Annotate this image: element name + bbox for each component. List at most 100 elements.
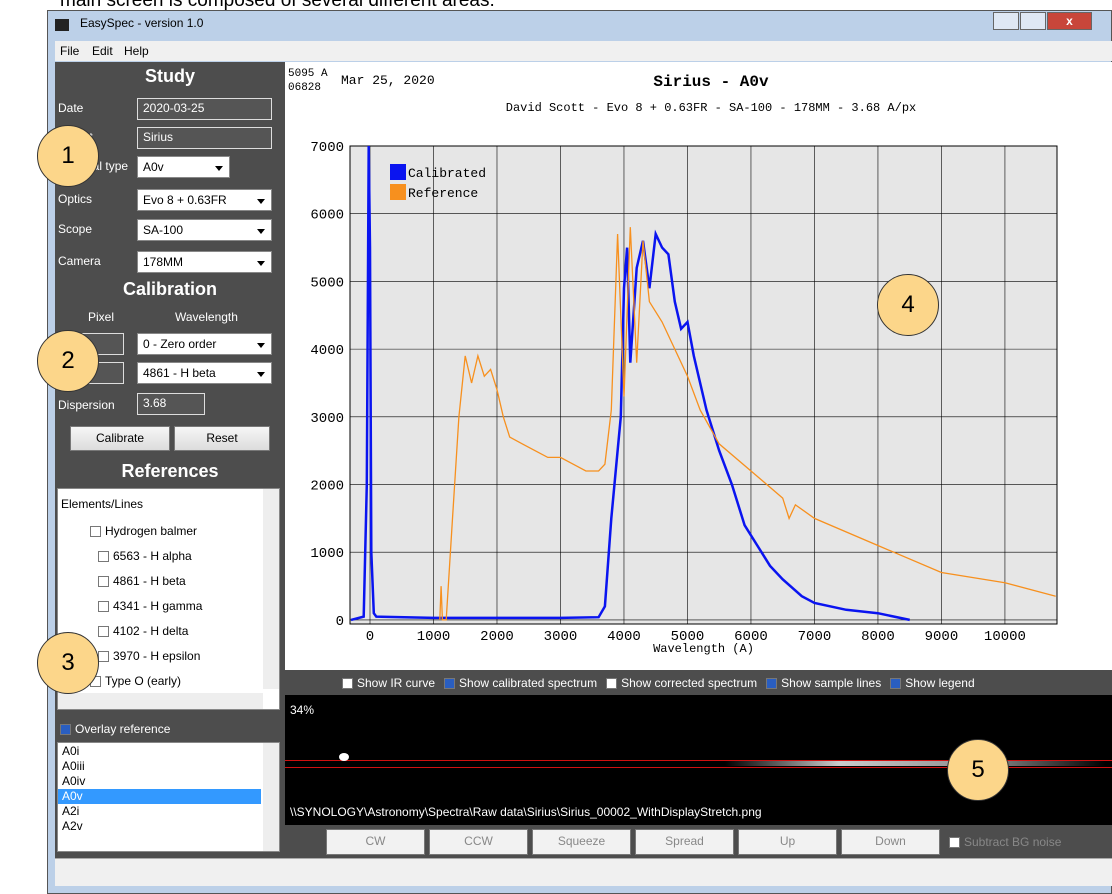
tree-item[interactable]: 4341 - H gamma [98,599,202,613]
callout: 5 [947,739,1009,801]
x-tick-label: 3000 [544,629,578,645]
button[interactable]: Squeeze [532,829,631,855]
checkbox[interactable] [98,626,109,637]
tree-item[interactable]: Hydrogen balmer [90,524,197,538]
checkbox[interactable] [949,837,960,848]
checkbox[interactable] [98,576,109,587]
dropdown[interactable]: Evo 8 + 0.63FR [137,189,272,211]
list-item[interactable]: A2i [58,804,261,819]
status-bar [55,858,1112,886]
text-field[interactable]: 2020-03-25 [137,98,272,120]
spectrum-streak [725,761,1105,766]
list-item[interactable]: A0iii [58,759,261,774]
x-tick-label: 10000 [984,629,1026,645]
list-item[interactable]: A0iv [58,774,261,789]
tree-header: Elements/Lines [61,497,143,511]
checkbox[interactable] [606,678,617,689]
button[interactable]: Spread [635,829,734,855]
field-label: Optics [58,192,92,206]
y-tick-label: 0 [336,614,344,630]
menu-item[interactable]: Help [124,44,149,58]
callout: 3 [37,632,99,694]
page: main screen is composed of several diffe… [0,0,1112,894]
column-label: Pixel [88,310,114,324]
list-item[interactable]: A2v [58,819,261,834]
checkbox[interactable] [60,724,71,735]
list-item[interactable]: A0i [58,744,261,759]
tree-item[interactable]: 6563 - H alpha [98,549,192,563]
info-line: 5095 A [288,68,328,80]
x-tick-label: 9000 [925,629,959,645]
button[interactable]: Up [738,829,837,855]
tree-item[interactable]: 4102 - H delta [98,624,188,638]
checkbox[interactable] [90,526,101,537]
option[interactable]: Show sample lines [766,676,881,690]
option-label: Show sample lines [781,676,881,690]
chart-subtitle: David Scott - Evo 8 + 0.63FR - SA-100 - … [506,101,916,115]
option-label: Show IR curve [357,676,435,690]
legend-swatch [390,164,406,180]
option[interactable]: Show legend [890,676,974,690]
section-heading: Calibration [55,279,285,300]
callout: 2 [37,330,99,392]
button[interactable]: Calibrate [70,426,170,451]
tree-label: 4861 - H beta [113,574,186,588]
y-tick-label: 6000 [310,208,344,224]
tree-item[interactable]: 3970 - H epsilon [98,649,200,663]
option[interactable]: Show calibrated spectrum [444,676,597,690]
maximize-button[interactable] [1020,12,1046,30]
checkbox[interactable] [890,678,901,689]
y-tick-label: 4000 [310,343,344,359]
dropdown[interactable]: 4861 - H beta [137,362,272,384]
checkbox[interactable] [98,551,109,562]
button[interactable]: Down [841,829,940,855]
info-line: 06828 [288,82,321,94]
tree-item[interactable]: 4861 - H beta [98,574,186,588]
button[interactable]: CW [326,829,425,855]
app-icon [55,19,69,31]
checkbox[interactable] [98,601,109,612]
scrollbar[interactable] [263,743,279,851]
list-item[interactable]: A0v [58,789,261,804]
y-tick-label: 3000 [310,411,344,427]
checkbox[interactable] [444,678,455,689]
checkbox[interactable] [342,678,353,689]
button[interactable]: Reset [174,426,270,451]
overlay-checkbox[interactable]: Overlay reference [60,722,170,736]
y-tick-label: 7000 [310,140,344,156]
field-label: Date [58,101,83,115]
option-label: Show legend [905,676,974,690]
minimize-button[interactable] [993,12,1019,30]
text-field[interactable]: 3.68 [137,393,205,415]
x-axis-label: Wavelength (A) [653,642,754,656]
dropdown[interactable]: 178MM [137,251,272,273]
menu-item[interactable]: Edit [92,44,113,58]
checkbox[interactable] [98,651,109,662]
option-label: Show corrected spectrum [621,676,757,690]
legend-label: Reference [408,186,478,201]
button[interactable]: CCW [429,829,528,855]
scrollbar[interactable] [263,489,279,689]
option[interactable]: Show corrected spectrum [606,676,757,690]
close-button[interactable]: x [1047,12,1092,30]
menu-bar [55,41,1112,61]
checkbox[interactable] [766,678,777,689]
x-tick-label: 4000 [607,629,641,645]
menu-item[interactable]: File [60,44,79,58]
subtract-checkbox[interactable]: Subtract BG noise [949,835,1061,849]
tree-item[interactable]: Type O (early) [90,674,181,688]
checkbox-label: Subtract BG noise [964,835,1061,849]
file-path: \\SYNOLOGY\Astronomy\Spectra\Raw data\Si… [290,805,762,819]
dropdown[interactable]: SA-100 [137,219,272,241]
dropdown[interactable]: 0 - Zero order [137,333,272,355]
chart-date: Mar 25, 2020 [341,73,435,88]
scrollbar[interactable] [58,693,263,709]
option[interactable]: Show IR curve [342,676,435,690]
dropdown[interactable]: A0v [137,156,230,178]
text-field[interactable]: Sirius [137,127,272,149]
x-tick-label: 1000 [417,629,451,645]
tree-label: 6563 - H alpha [113,549,192,563]
